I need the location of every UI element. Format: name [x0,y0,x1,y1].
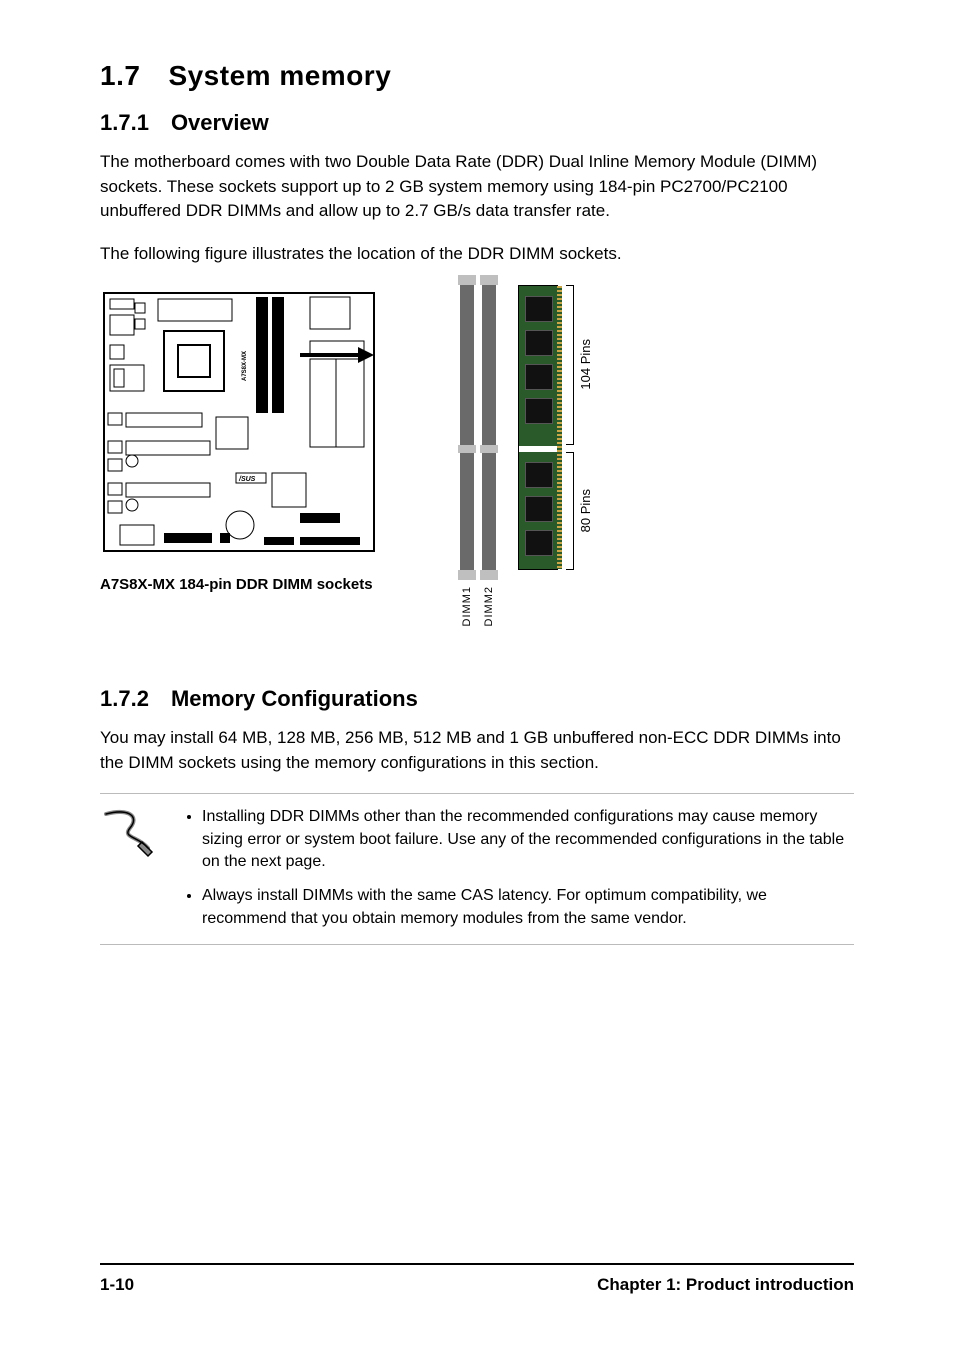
memory-module-pcb [518,285,558,570]
dimm-detail-block: DIMM1 DIMM2 104 Pin [460,285,593,626]
motherboard-diagram-block: A7S8X-MX /SUS A7S8X-MX 184-pin DDR DIMM … [100,285,390,593]
page-footer: 1-10 Chapter 1: Product introduction [100,1263,854,1295]
pins-lower-label: 80 Pins [578,489,593,532]
dimm-sockets: DIMM1 DIMM2 [460,285,496,626]
section-title-text: System memory [168,60,391,91]
memconfig-heading: 1.7.2 Memory Configurations [100,686,854,712]
section-heading: 1.7 System memory [100,60,854,92]
footer-chapter: Chapter 1: Product introduction [597,1275,854,1295]
overview-paragraph-1: The motherboard comes with two Double Da… [100,150,854,224]
overview-title-text: Overview [171,110,269,135]
dimm-socket-2: DIMM2 [482,285,496,626]
note-item-2: Always install DIMMs with the same CAS l… [202,885,854,930]
note-block: Installing DDR DIMMs other than the reco… [100,793,854,945]
memconfig-title-text: Memory Configurations [171,686,418,711]
dimm1-label: DIMM1 [461,586,473,626]
pin-label-column: 104 Pins 80 Pins [566,285,593,570]
dimm2-label: DIMM2 [483,586,495,626]
section-number: 1.7 [100,60,140,91]
overview-number: 1.7.1 [100,110,149,135]
memconfig-number: 1.7.2 [100,686,149,711]
board-label-text: A7S8X-MX [242,351,248,381]
dimm-figure: A7S8X-MX /SUS A7S8X-MX 184-pin DDR DIMM … [100,285,854,626]
note-item-1: Installing DDR DIMMs other than the reco… [202,806,854,873]
footer-page-number: 1-10 [100,1275,134,1295]
memconfig-paragraph: You may install 64 MB, 128 MB, 256 MB, 5… [100,726,854,775]
dimm-socket-1: DIMM1 [460,285,474,626]
motherboard-svg: A7S8X-MX /SUS [100,285,390,565]
overview-heading: 1.7.1 Overview [100,110,854,136]
pins-upper-label: 104 Pins [578,339,593,390]
memory-module: 104 Pins 80 Pins [518,285,593,570]
note-list: Installing DDR DIMMs other than the reco… [180,806,854,930]
note-icon [100,806,154,865]
svg-text:/SUS: /SUS [238,476,256,483]
overview-paragraph-2: The following figure illustrates the loc… [100,242,854,267]
figure-caption: A7S8X-MX 184-pin DDR DIMM sockets [100,576,390,593]
